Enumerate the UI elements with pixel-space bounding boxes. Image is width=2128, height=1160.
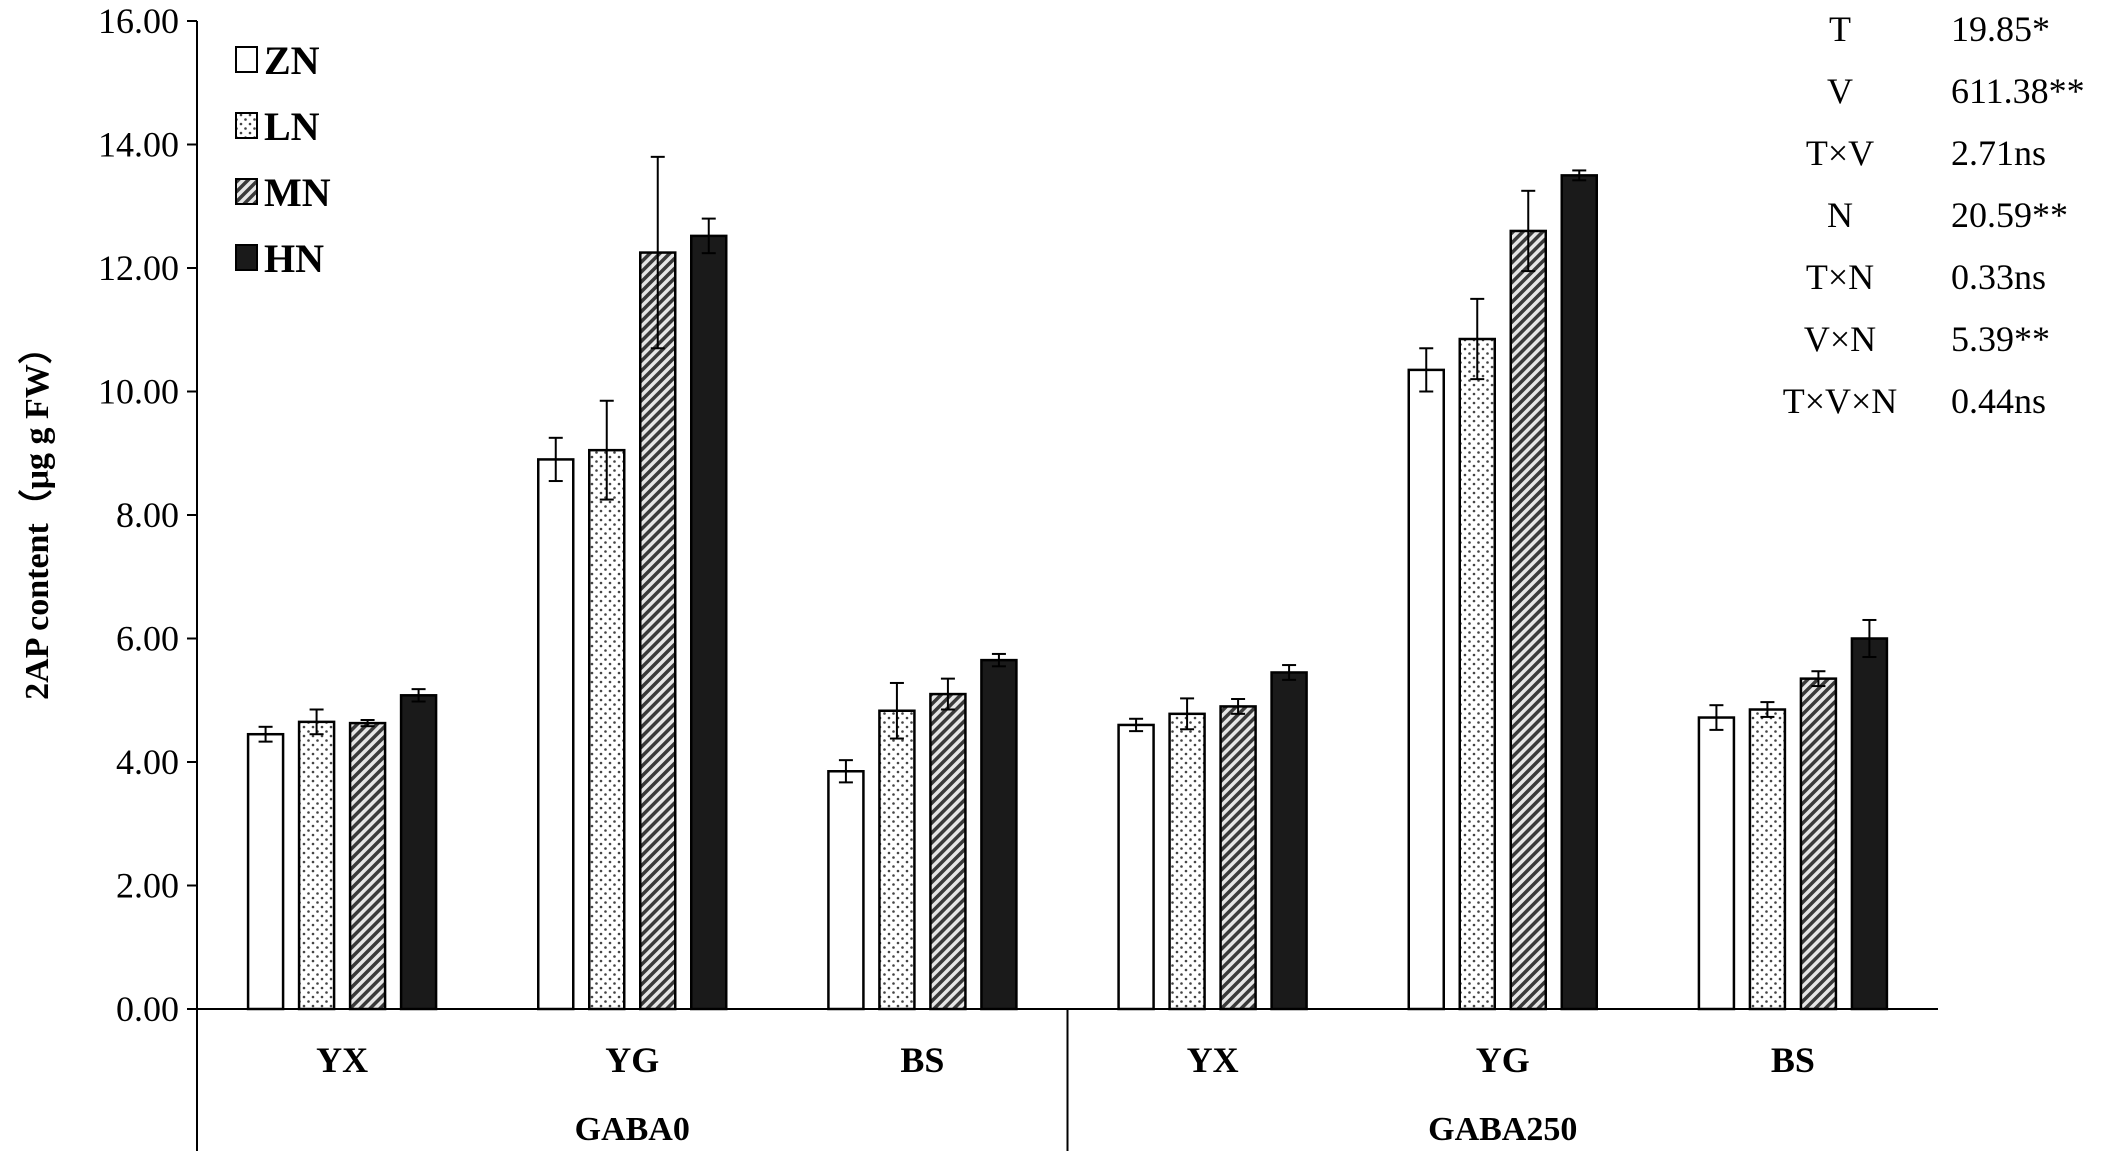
category-label-bs: BS	[900, 1040, 944, 1080]
axes-layer	[187, 20, 1938, 1151]
bar-zn	[1117, 723, 1155, 1011]
stat-value: 611.38**	[1951, 71, 2085, 111]
stat-value: 19.85*	[1951, 9, 2050, 49]
stat-row: T 19.85*	[1740, 8, 2120, 68]
bar-ln	[878, 709, 916, 1011]
stat-row: V 611.38**	[1740, 70, 2120, 130]
stat-term: T	[1829, 9, 1851, 49]
stat-term: N	[1827, 195, 1853, 235]
bar-mn	[639, 251, 677, 1011]
stat-row: T×N 0.33ns	[1740, 256, 2120, 316]
group-label-gaba0: GABA0	[575, 1111, 690, 1148]
legend-swatch-ln	[235, 112, 258, 139]
y-axis-label: 2AP content（μg g FW）	[17, 330, 56, 700]
bar-hn	[980, 658, 1018, 1011]
bar-hn	[690, 234, 728, 1011]
bar-ln	[1168, 712, 1206, 1011]
bar-hn	[399, 694, 438, 1011]
y-tick-label: 4.00	[116, 742, 179, 782]
category-label-yg: YG	[1476, 1040, 1530, 1080]
bar-ln	[1748, 708, 1787, 1011]
y-tick-label: 12.00	[98, 248, 179, 288]
legend-swatch-mn	[235, 178, 258, 205]
bar-mn	[1219, 705, 1257, 1011]
legend: ZN LN MN HN	[235, 38, 331, 281]
legend-label-zn: ZN	[264, 38, 320, 83]
bar-mn	[1799, 677, 1838, 1011]
legend-swatch-zn	[235, 46, 258, 73]
category-label-yx: YX	[316, 1040, 368, 1080]
bar-mn	[1509, 229, 1547, 1011]
bar-ln	[297, 720, 336, 1011]
bar-hn	[1270, 671, 1308, 1011]
legend-swatch-hn	[235, 244, 258, 271]
bar-zn	[537, 458, 575, 1011]
bar-hn	[1560, 174, 1598, 1011]
stat-term: V	[1827, 71, 1853, 111]
bar-ln	[588, 448, 626, 1011]
bar-mn	[929, 692, 967, 1011]
stat-term: T×V×N	[1782, 381, 1898, 421]
y-tick-label: 8.00	[116, 495, 179, 535]
category-label-yg: YG	[605, 1040, 659, 1080]
legend-label-mn: MN	[264, 170, 331, 215]
y-tick-label: 16.00	[98, 1, 179, 41]
stat-term: V×N	[1803, 319, 1877, 359]
legend-label-ln: LN	[264, 104, 320, 149]
stat-term: T×V	[1805, 133, 1875, 173]
stat-value: 0.33ns	[1951, 257, 2047, 297]
legend-label-hn: HN	[264, 236, 324, 281]
stat-row: T×V 2.71ns	[1740, 132, 2120, 192]
stat-value: 2.71ns	[1951, 133, 2047, 173]
category-label-yx: YX	[1187, 1040, 1239, 1080]
stat-value: 0.44ns	[1951, 381, 2047, 421]
y-tick-label: 6.00	[116, 619, 179, 659]
y-tick-label: 10.00	[98, 372, 179, 412]
y-tick-label: 2.00	[116, 866, 179, 906]
bar-zn	[827, 770, 865, 1011]
stat-row: V×N 5.39**	[1740, 318, 2120, 378]
bar-zn	[246, 732, 285, 1011]
stat-row: N 20.59**	[1740, 194, 2120, 254]
bar-hn	[1850, 637, 1889, 1011]
stat-value: 20.59**	[1951, 195, 2068, 235]
bar-zn	[1407, 368, 1445, 1011]
bar-mn	[348, 721, 387, 1011]
category-label-bs: BS	[1771, 1040, 1815, 1080]
stat-value: 5.39**	[1951, 319, 2050, 359]
labels-layer: 0.00 2.00 4.00 6.00 8.00 10.00 12.00 14.00 16.00…	[17, 1, 1815, 1148]
bar-ln	[1458, 337, 1496, 1011]
y-tick-label: 14.00	[98, 125, 179, 165]
bar-zn	[1697, 716, 1736, 1011]
y-tick-label: 0.00	[116, 989, 179, 1029]
stat-row: T×V×N 0.44ns	[1740, 380, 2120, 440]
group-label-gaba250: GABA250	[1428, 1111, 1577, 1148]
bars-layer	[246, 155, 1889, 1011]
stat-term: T×N	[1805, 257, 1875, 297]
